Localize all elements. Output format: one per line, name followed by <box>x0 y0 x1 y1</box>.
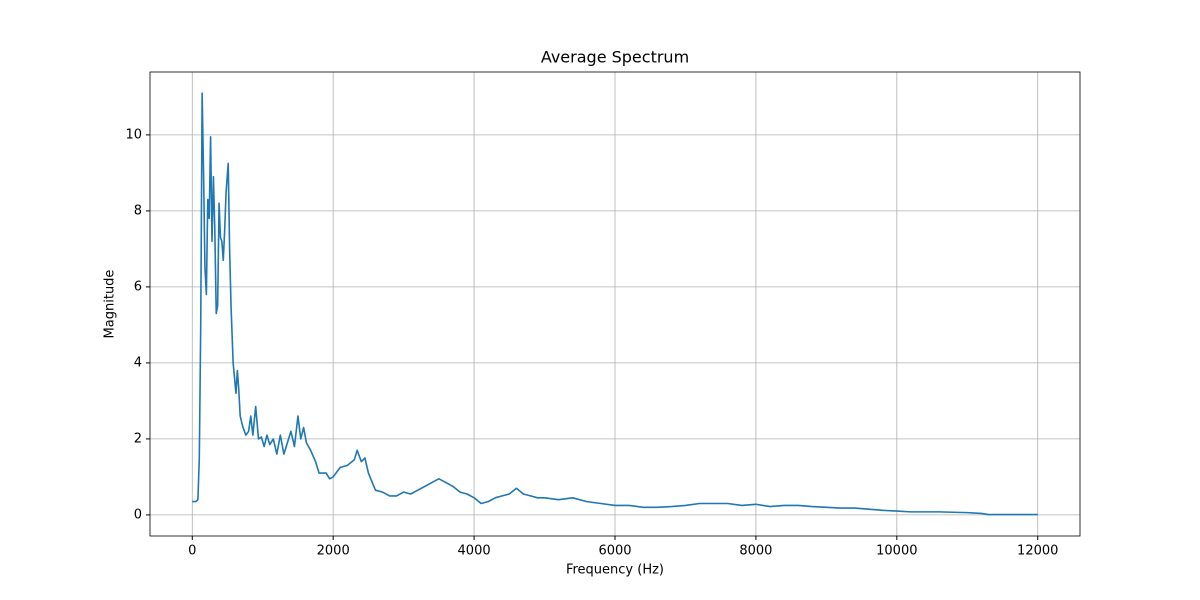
y-tick-label: 10 <box>125 127 142 142</box>
plot-frame <box>149 71 1081 537</box>
x-tick-label: 4000 <box>458 544 491 559</box>
y-tick-label: 4 <box>134 355 142 370</box>
x-axis-label: Frequency (Hz) <box>566 563 664 578</box>
y-tick-label: 2 <box>134 431 142 446</box>
y-axis-label: Magnitude <box>103 270 118 339</box>
x-tick-label: 8000 <box>739 544 772 559</box>
y-tick-label: 0 <box>134 507 142 522</box>
chart-title: Average Spectrum <box>541 48 689 67</box>
x-tick-label: 6000 <box>598 544 631 559</box>
y-tick-label: 8 <box>134 203 142 218</box>
x-tick-label: 0 <box>188 544 196 559</box>
line-series <box>192 92 1038 516</box>
x-tick-label: 12000 <box>1017 544 1058 559</box>
x-tick-label: 2000 <box>317 544 350 559</box>
x-tick-label: 10000 <box>876 544 917 559</box>
y-tick-label: 6 <box>134 279 142 294</box>
